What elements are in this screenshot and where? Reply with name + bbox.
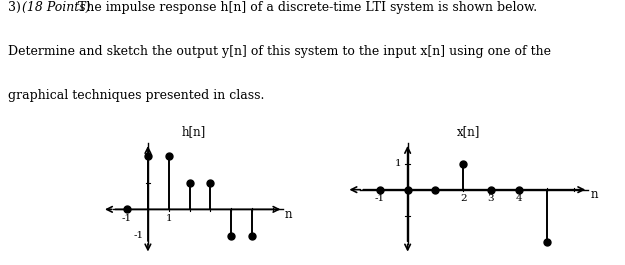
Text: (18 Points): (18 Points) [22,1,91,14]
Text: 2: 2 [460,194,466,203]
Text: 3: 3 [488,194,494,203]
Text: n: n [591,188,598,201]
Text: -1: -1 [122,214,132,223]
Title: h[n]: h[n] [182,125,206,138]
Text: Determine and sketch the output y[n] of this system to the input x[n] using one : Determine and sketch the output y[n] of … [8,45,551,58]
Title: x[n]: x[n] [457,125,481,138]
Text: 4: 4 [516,194,522,203]
Text: -1: -1 [375,194,385,203]
Text: 3): 3) [8,1,24,14]
Text: n: n [285,207,292,221]
Text: graphical techniques presented in class.: graphical techniques presented in class. [8,89,264,102]
Text: The impulse response h[n] of a discrete-time LTI system is shown below.: The impulse response h[n] of a discrete-… [74,1,537,14]
Text: 1: 1 [395,159,401,168]
Text: -1: -1 [133,231,143,240]
Text: 1: 1 [166,214,172,223]
